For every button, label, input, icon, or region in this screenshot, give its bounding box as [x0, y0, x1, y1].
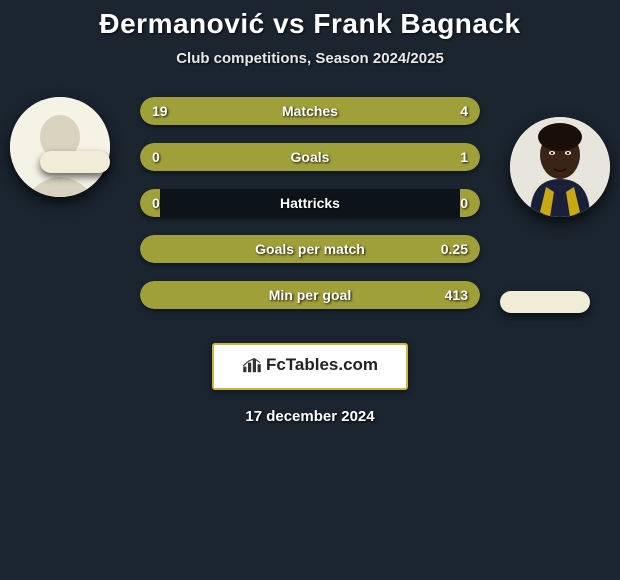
stat-value-right: 4 [460, 97, 468, 125]
stat-label: Goals per match [140, 235, 480, 263]
stat-value-left: 0 [152, 143, 160, 171]
brand-box[interactable]: FcTables.com [212, 343, 408, 390]
stat-label: Matches [140, 97, 480, 125]
stat-label: Hattricks [140, 189, 480, 217]
comparison-card: Đermanović vs Frank Bagnack Club competi… [0, 0, 620, 425]
player-right-club-badge [500, 291, 590, 313]
stat-row: Min per goal413 [140, 281, 480, 309]
stat-row: Hattricks0 0 [140, 189, 480, 217]
stat-label: Min per goal [140, 281, 480, 309]
stat-row: Goals0 1 [140, 143, 480, 171]
player-left-avatar [10, 97, 110, 197]
stat-value-left: 0 [152, 189, 160, 217]
avatar-placeholder-icon [10, 97, 110, 197]
stat-row: Matches19 4 [140, 97, 480, 125]
page-title: Đermanović vs Frank Bagnack [0, 8, 620, 40]
stat-value-right: 1 [460, 143, 468, 171]
stat-label: Goals [140, 143, 480, 171]
stat-value-right: 0.25 [441, 235, 468, 263]
player-right-avatar [510, 117, 610, 217]
footer: FcTables.com 17 december 2024 [0, 343, 620, 425]
stat-bars: Matches194Goals01Hattricks00Goals per ma… [140, 97, 480, 327]
bar-chart-icon [242, 357, 262, 373]
brand-label: FcTables.com [266, 355, 378, 375]
stat-value-right: 0 [460, 189, 468, 217]
comparison-body: Matches194Goals01Hattricks00Goals per ma… [0, 95, 620, 335]
avatar-photo-icon [510, 117, 610, 217]
page-subtitle: Club competitions, Season 2024/2025 [0, 50, 620, 67]
stat-value-right: 413 [445, 281, 468, 309]
date-label: 17 december 2024 [0, 408, 620, 425]
stat-value-left: 19 [152, 97, 168, 125]
stat-row: Goals per match0.25 [140, 235, 480, 263]
player-left-club-badge [40, 151, 110, 173]
